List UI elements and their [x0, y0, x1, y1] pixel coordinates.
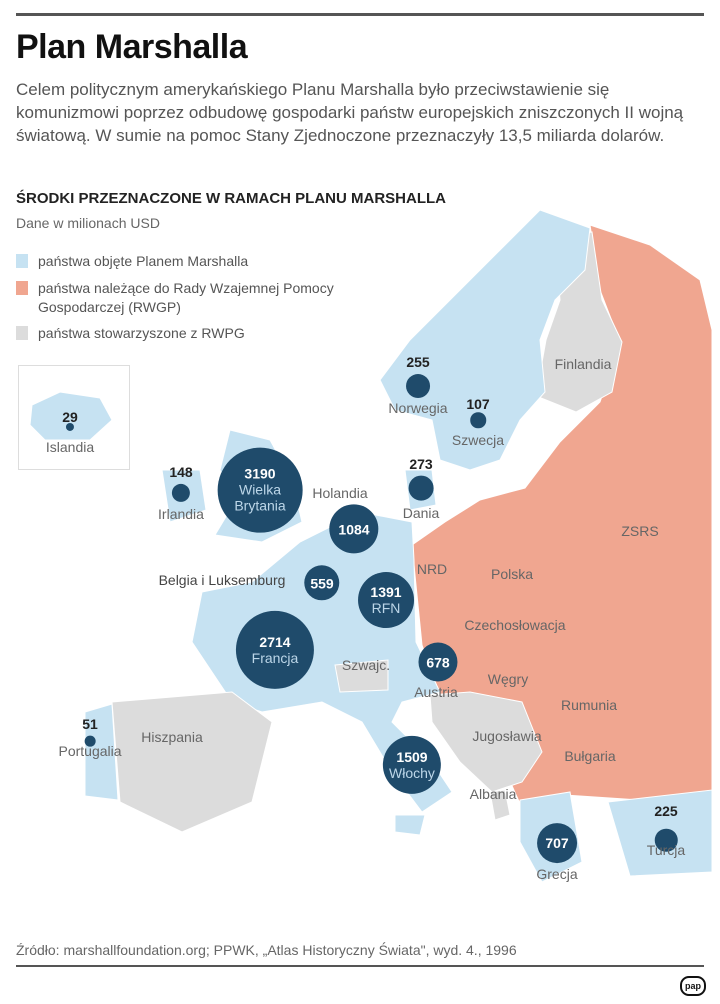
- legend-label: państwa stowarzyszone z RWPG: [38, 325, 245, 341]
- recipient-value: 559: [310, 574, 334, 591]
- recipient-bubble: 2714 Francja: [235, 610, 315, 690]
- top-rule: [16, 13, 704, 16]
- recipient-name: Włochy: [389, 764, 435, 781]
- recipient-bubble: [171, 483, 191, 503]
- yugoslavia-shape: [429, 691, 543, 793]
- recipient-bubble: 1509 Włochy: [382, 735, 442, 795]
- recipient-name: Portugalia: [58, 743, 122, 759]
- country-label: Węgry: [487, 671, 529, 687]
- recipient-value: 1391: [370, 584, 402, 600]
- recipient-bubble: [470, 412, 486, 428]
- legend-swatch: [16, 254, 28, 268]
- recipient-value: 1084: [338, 521, 370, 537]
- recipient-bubble: 3190 Wielka Brytania: [217, 447, 303, 533]
- recipient-value: 107: [466, 396, 490, 413]
- country-label: Czechosłowacja: [464, 617, 566, 633]
- switzerland-shape: [334, 659, 389, 693]
- recipient-value: 678: [426, 653, 450, 670]
- map-subtitle: ŚRODKI PRZEZNACZONE W RAMACH PLANU MARSH…: [16, 190, 446, 207]
- recipient-name: Szwecja: [451, 432, 505, 448]
- legend-label: państwa objęte Planem Marshalla: [38, 253, 249, 269]
- source-note: Źródło: marshallfoundation.org; PPWK, „A…: [16, 942, 517, 958]
- recipient-name: Austria: [414, 684, 458, 700]
- recipient-value: 707: [545, 835, 569, 851]
- recipient-value: 2714: [259, 633, 291, 650]
- page-title: Plan Marshalla: [16, 28, 248, 66]
- recipient-name: Belgia i Luksemburg: [158, 572, 286, 588]
- recipient-value: 273: [409, 455, 433, 472]
- country-label: ZSRS: [621, 523, 659, 539]
- recipient-name: Grecja: [536, 866, 578, 882]
- associated-region: [429, 231, 623, 821]
- legend-swatch: [16, 281, 28, 295]
- recipient-value: 225: [654, 802, 678, 819]
- country-label: Hiszpania: [141, 729, 203, 745]
- recipient-bubble: [408, 475, 434, 501]
- country-label: NRD: [416, 561, 448, 577]
- pap-logo: pap: [680, 976, 706, 996]
- country-label: Jugosławia: [472, 728, 542, 744]
- recipient-value: 51: [82, 715, 98, 732]
- albania-shape: [489, 789, 511, 821]
- country-label: Szwajc.: [341, 657, 391, 673]
- recipient-value: 29: [62, 408, 78, 425]
- unit-note: Dane w milionach USD: [16, 215, 160, 231]
- recipient-bubble: 1391 RFN: [358, 572, 414, 628]
- recipient-bubble: [65, 422, 75, 432]
- spain-shape: [111, 691, 273, 833]
- recipient-name: Wielka: [238, 482, 281, 498]
- recipient-bubble: 678: [418, 642, 458, 682]
- iceland-inset: [18, 365, 130, 470]
- recipient-name: Norwegia: [388, 400, 448, 416]
- legend-swatch: [16, 326, 28, 340]
- finland-shape: [535, 231, 623, 413]
- legend-item-rwpg: państwa należące do Rady Wzajemnej Pomoc…: [16, 279, 346, 317]
- bottom-rule: [16, 965, 704, 967]
- recipient-name: Islandia: [45, 439, 95, 455]
- recipient-name: Dania: [402, 505, 440, 521]
- recipient-bubble: 707: [537, 823, 577, 863]
- recipient-bubble: 1084: [329, 504, 379, 554]
- country-label: Rumunia: [560, 697, 618, 713]
- lead-text: Celem politycznym amerykańskiego Planu M…: [16, 80, 684, 145]
- recipient-bubble: [406, 374, 430, 398]
- recipient-bubble: [84, 735, 96, 747]
- country-label: Polska: [490, 566, 534, 582]
- recipient-name: Turcja: [646, 842, 686, 858]
- recipient-value: 255: [406, 354, 430, 371]
- recipient-name: Francja: [251, 649, 299, 666]
- associated-west: [111, 659, 389, 833]
- legend-item-marshall: państwa objęte Planem Marshalla: [16, 252, 248, 271]
- country-label: Albania: [469, 786, 517, 802]
- recipient-value: 3190: [244, 466, 276, 482]
- recipient-name: Irlandia: [158, 506, 204, 522]
- recipient-name: Holandia: [312, 485, 368, 501]
- country-label: Bułgaria: [564, 748, 616, 764]
- legend-item-associated: państwa stowarzyszone z RWPG: [16, 324, 245, 343]
- recipient-bubble: 559: [304, 565, 340, 601]
- legend-label: państwa należące do Rady Wzajemnej Pomoc…: [38, 280, 334, 315]
- country-label: Finlandia: [554, 356, 612, 372]
- recipient-name: RFN: [371, 600, 401, 616]
- recipient-bubble: [654, 828, 678, 852]
- recipient-value: 148: [169, 463, 193, 480]
- recipient-name: Brytania: [234, 498, 286, 514]
- recipient-value: 1509: [396, 748, 428, 765]
